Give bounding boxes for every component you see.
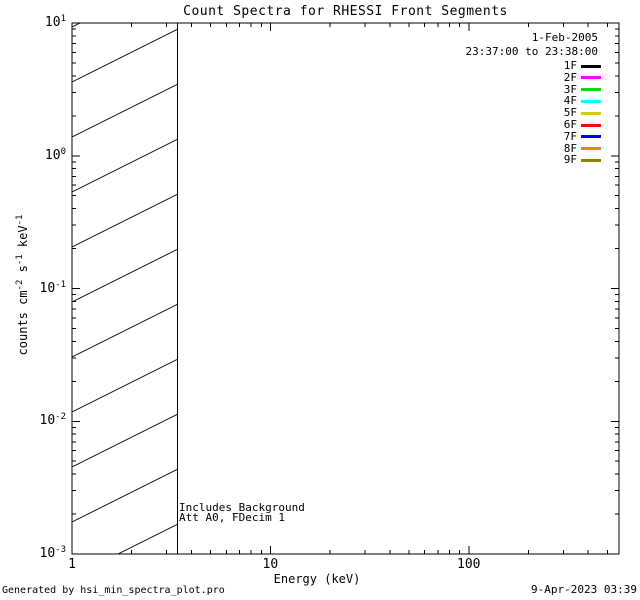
legend-entry-label: 9F: [563, 153, 577, 167]
legend-entry: 6F: [520, 118, 630, 132]
x-tick-label: 100: [457, 557, 481, 572]
legend-entry-label: 3F: [563, 82, 577, 96]
y-tick-label: 101: [44, 14, 66, 30]
legend-entry: 7F: [520, 130, 630, 144]
y-tick-label: 100: [44, 146, 66, 163]
legend-color-line: [581, 64, 601, 68]
legend-entry: 3F: [520, 83, 630, 97]
legend-color-line: [581, 147, 601, 151]
legend-entry-label: 4F: [563, 94, 577, 108]
legend-entry: 1F: [520, 59, 630, 73]
y-tick-label: 10-1: [39, 279, 67, 296]
legend-date: 1-Feb-2005: [531, 31, 598, 44]
legend-entry: 4F: [520, 94, 630, 108]
legend-entry-label: 8F: [563, 141, 577, 155]
legend-color-line: [581, 123, 601, 127]
y-tick-label: 10-3: [39, 545, 67, 561]
legend-color-line: [581, 88, 601, 92]
legend-entry: 5F: [520, 106, 630, 120]
legend-entry-label: 6F: [563, 118, 577, 131]
legend-color-line: [581, 135, 601, 139]
x-axis-label: Energy (keV): [273, 572, 361, 586]
hatched-region: [72, 23, 178, 554]
footer-generated-by: Generated by hsi_min_spectra_plot.pro: [2, 585, 225, 596]
x-tick-label: 10: [262, 557, 279, 572]
legend-entry-label: 1F: [563, 59, 577, 72]
legend-entry-label: 7F: [563, 129, 577, 143]
y-tick-label: 10-2: [39, 412, 67, 429]
annotation-includes-background: Includes_Background: [179, 501, 305, 514]
legend-time-range: 23:37:00 to 23:38:00: [465, 45, 598, 58]
x-tick-label: 1: [68, 557, 76, 572]
legend-entry-label: 5F: [563, 106, 577, 120]
legend-color-line: [581, 111, 601, 115]
legend-entry: 2F: [520, 71, 630, 85]
legend-color-line: [581, 158, 601, 162]
legend-entry-label: 2F: [563, 70, 577, 84]
legend-color-line: [581, 76, 601, 80]
legend-color-line: [581, 99, 601, 103]
annotation-attenuator-state: Att A0, FDecim 1: [179, 511, 285, 524]
footer-timestamp: 9-Apr-2023 03:39: [531, 583, 637, 596]
legend-entry: 9F: [520, 153, 630, 167]
chart-title: Count Spectra for RHESSI Front Segments: [183, 4, 508, 19]
legend-entry: 8F: [520, 142, 630, 156]
